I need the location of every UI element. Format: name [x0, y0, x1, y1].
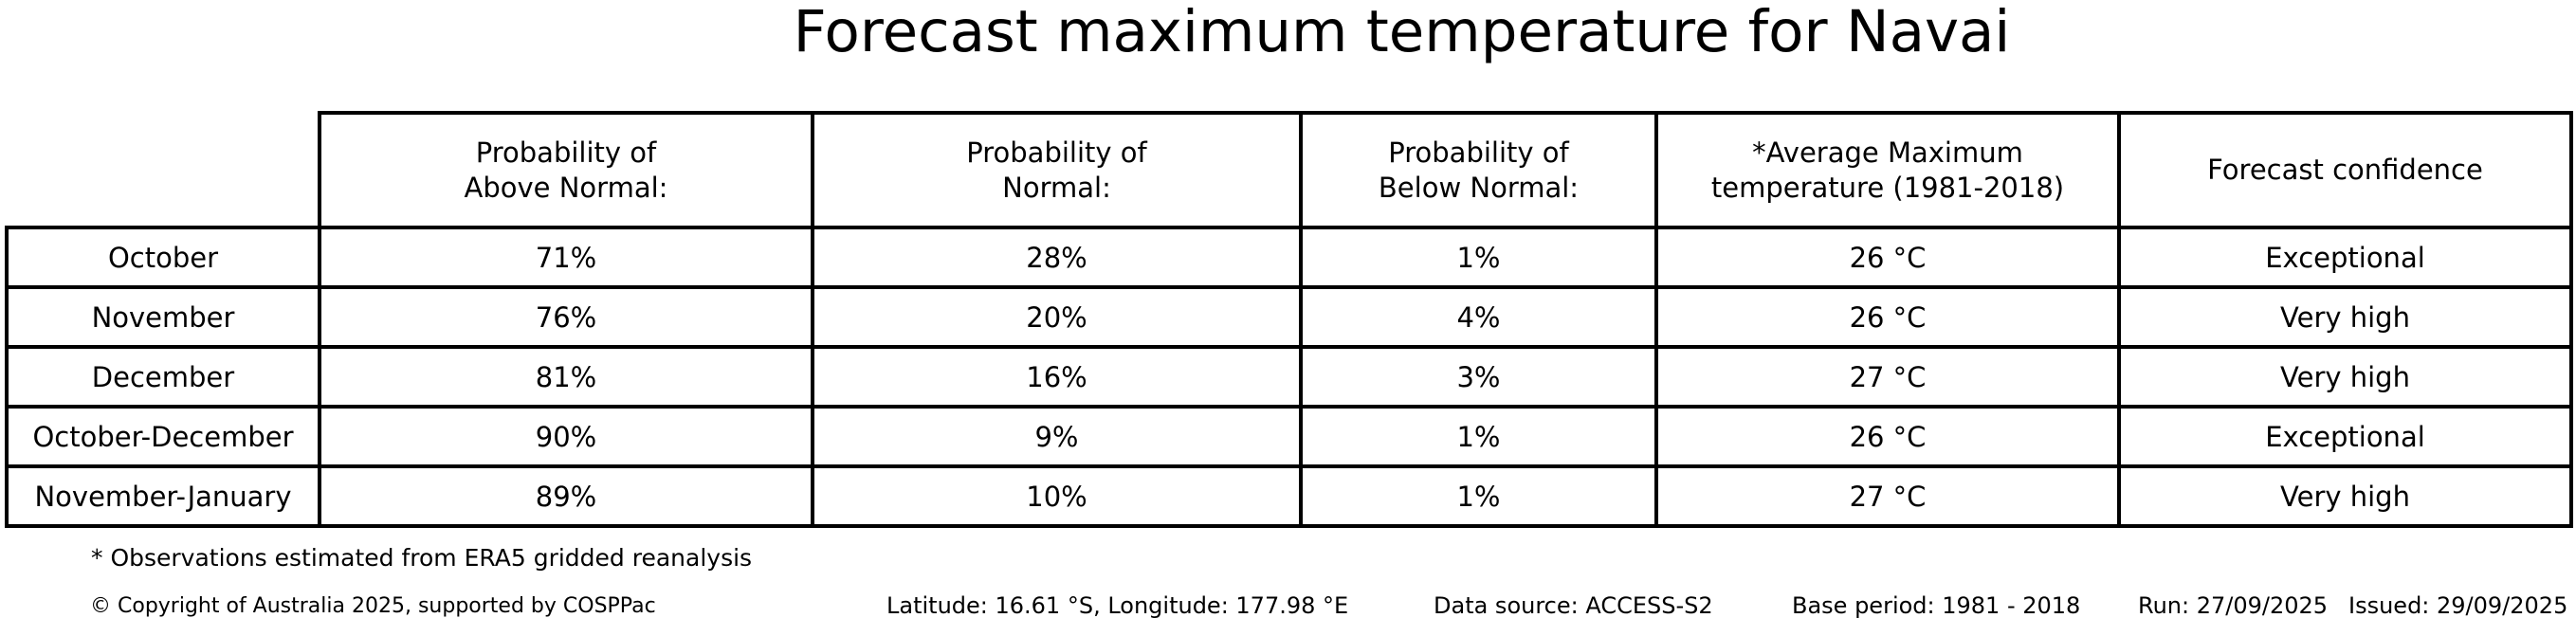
- column-header-below-normal: Probability of Below Normal:: [1299, 111, 1658, 229]
- period-label: November-January: [5, 464, 321, 528]
- page-title: Forecast maximum temperature for Navai: [793, 0, 2011, 65]
- forecast-confidence-value: Very high: [2117, 285, 2573, 349]
- normal-value: 10%: [811, 464, 1303, 528]
- data-source-label: Data source: ACCESS-S2: [1434, 592, 1713, 618]
- normal-value: 9%: [811, 405, 1303, 468]
- forecast-confidence-value: Exceptional: [2117, 226, 2573, 289]
- average-maximum-value: 26 °C: [1654, 285, 2121, 349]
- above-normal-value: 81%: [318, 345, 814, 409]
- period-label: October: [5, 226, 321, 289]
- period-label: December: [5, 345, 321, 409]
- column-header-forecast-confidence: Forecast confidence: [2117, 111, 2573, 229]
- below-normal-value: 1%: [1299, 226, 1658, 289]
- normal-value: 28%: [811, 226, 1303, 289]
- above-normal-value: 90%: [318, 405, 814, 468]
- average-maximum-value: 26 °C: [1654, 226, 2121, 289]
- normal-value: 16%: [811, 345, 1303, 409]
- forecast-confidence-value: Very high: [2117, 464, 2573, 528]
- table-row-october-december: October-December 90% 9% 1% 26 °C Excepti…: [5, 405, 2573, 468]
- column-header-normal: Probability of Normal:: [811, 111, 1303, 229]
- observations-footnote: * Observations estimated from ERA5 gridd…: [91, 544, 753, 572]
- table-row-october: October 71% 28% 1% 26 °C Exceptional: [5, 226, 2573, 289]
- normal-value: 20%: [811, 285, 1303, 349]
- latitude-longitude-label: Latitude: 16.61 °S, Longitude: 177.98 °E: [886, 592, 1349, 618]
- above-normal-value: 71%: [318, 226, 814, 289]
- average-maximum-value: 27 °C: [1654, 345, 2121, 409]
- table-row-november-january: November-January 89% 10% 1% 27 °C Very h…: [5, 464, 2573, 528]
- corner-empty-cell: [7, 113, 320, 227]
- average-maximum-value: 27 °C: [1654, 464, 2121, 528]
- forecast-confidence-value: Exceptional: [2117, 405, 2573, 468]
- period-label: October-December: [5, 405, 321, 468]
- issued-date-label: Issued: 29/09/2025: [2348, 592, 2568, 618]
- run-date-label: Run: 27/09/2025: [2138, 592, 2329, 618]
- base-period-label: Base period: 1981 - 2018: [1792, 592, 2081, 618]
- above-normal-value: 76%: [318, 285, 814, 349]
- below-normal-value: 1%: [1299, 464, 1658, 528]
- table-row-november: November 76% 20% 4% 26 °C Very high: [5, 285, 2573, 349]
- table-header-row: Probability of Above Normal: Probability…: [7, 111, 2573, 229]
- column-header-average-maximum: *Average Maximum temperature (1981-2018): [1654, 111, 2121, 229]
- below-normal-value: 4%: [1299, 285, 1658, 349]
- column-header-above-normal: Probability of Above Normal:: [318, 111, 814, 229]
- below-normal-value: 3%: [1299, 345, 1658, 409]
- forecast-confidence-value: Very high: [2117, 345, 2573, 409]
- below-normal-value: 1%: [1299, 405, 1658, 468]
- copyright-notice: © Copyright of Australia 2025, supported…: [90, 594, 656, 618]
- above-normal-value: 89%: [318, 464, 814, 528]
- table-row-december: December 81% 16% 3% 27 °C Very high: [5, 345, 2573, 409]
- period-label: November: [5, 285, 321, 349]
- forecast-table: Probability of Above Normal: Probability…: [5, 111, 2573, 528]
- average-maximum-value: 26 °C: [1654, 405, 2121, 468]
